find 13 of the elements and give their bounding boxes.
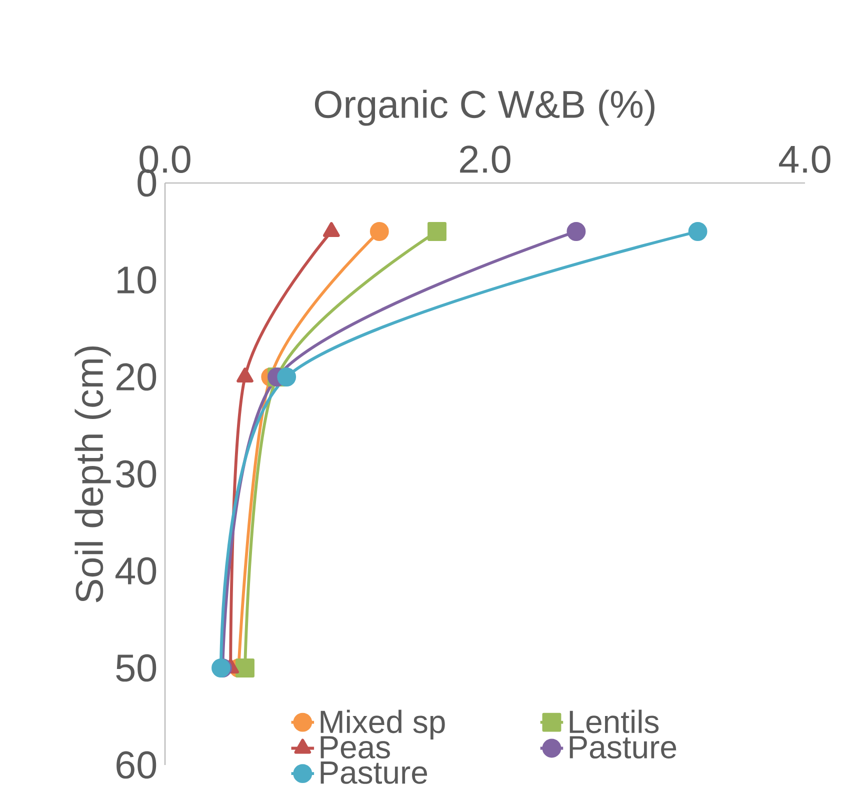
y-tick-label: 60: [116, 751, 156, 779]
legend-label: Pasture: [570, 736, 676, 759]
y-tick-label: 30: [116, 460, 156, 488]
y-tick-label: 40: [115, 557, 156, 585]
y-axis-title: Soil depth (cm): [74, 346, 111, 602]
x-tick-label: 4.0: [779, 146, 830, 173]
legend-label: Lentils: [570, 710, 659, 734]
legend-label: Pasture: [320, 762, 428, 784]
x-axis-title: Organic C W&B (%): [314, 90, 654, 126]
y-tick-label: 10: [118, 266, 156, 294]
x-tick-label: 2.0: [460, 146, 510, 173]
y-tick-label: 20: [116, 363, 156, 391]
y-tick-label: 50: [116, 654, 156, 682]
